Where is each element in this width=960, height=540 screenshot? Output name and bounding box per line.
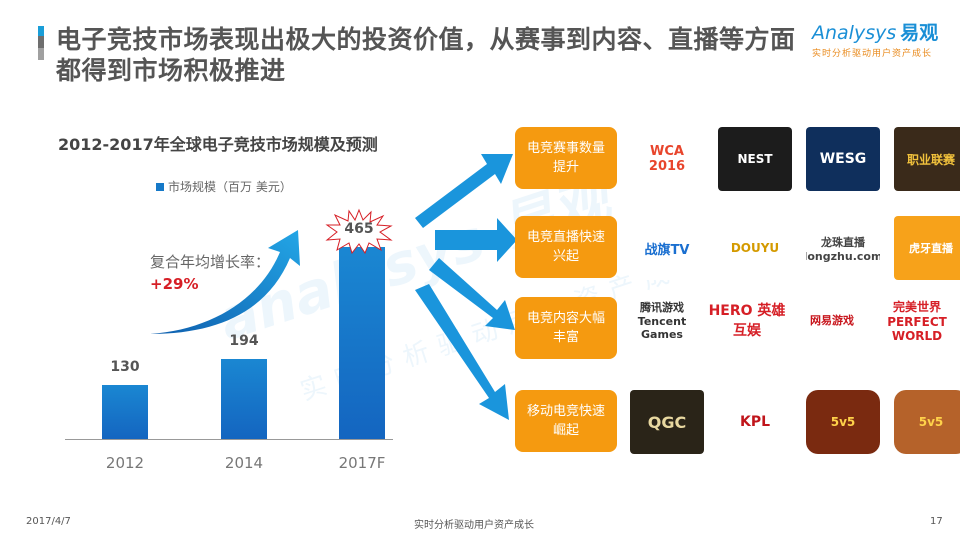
legend-label: 市场规模（百万 美元） xyxy=(168,180,292,194)
bar-2017F xyxy=(339,247,385,439)
fan-arrows xyxy=(415,154,517,420)
arrow-down-right-icon xyxy=(429,258,515,330)
x-axis xyxy=(65,439,393,440)
brand-logo: WESG xyxy=(806,127,880,191)
bar-value: 130 xyxy=(110,359,140,375)
brand-logo: DOUYU xyxy=(718,216,792,280)
legend-swatch xyxy=(156,182,164,191)
brand-logo: 虎牙直播 xyxy=(894,216,960,280)
driver-box: 电竞赛事数量提升 xyxy=(515,127,617,189)
starburst-icon xyxy=(325,208,393,254)
brand-logo: 5v5 xyxy=(894,390,960,454)
cagr-label: 复合年均增长率： xyxy=(150,253,271,271)
growth-arrow-icon xyxy=(150,230,300,334)
driver-box: 电竞直播快速兴起 xyxy=(515,216,617,278)
brand-logo: 战旗TV xyxy=(630,216,704,280)
footer-slogan: 实时分析驱动用户资产成长 xyxy=(414,520,534,531)
title-accent-bar xyxy=(38,26,44,60)
brand-logo: 网易游戏 xyxy=(792,295,872,345)
brand-logo: 职业联赛 xyxy=(894,127,960,191)
x-tick-label: 2017F xyxy=(338,454,386,472)
arrow-up-icon xyxy=(415,154,513,228)
cagr-annotation: 复合年均增长率： +29% xyxy=(150,251,270,295)
brand-logo: 5v5 xyxy=(806,390,880,454)
x-tick-label: 2012 xyxy=(105,454,145,472)
cagr-value: +29% xyxy=(150,275,199,293)
bar-value: 194 xyxy=(229,333,259,349)
brand-logo: KPL xyxy=(718,390,792,454)
brand-logo: HERO 英雄互娱 xyxy=(707,295,787,345)
driver-box: 电竞内容大幅丰富 xyxy=(515,297,617,359)
arrow-right-icon xyxy=(435,218,517,262)
brand-logo: QGC xyxy=(630,390,704,454)
logo-tagline: 实时分析驱动用户资产成长 xyxy=(812,49,933,59)
chart-legend: 市场规模（百万 美元） xyxy=(156,178,292,195)
logo-prefix: A xyxy=(812,22,825,44)
driver-box: 移动电竞快速崛起 xyxy=(515,390,617,452)
x-tick-label: 2014 xyxy=(224,454,264,472)
analysys-logo: Analysys 易观 实时分析驱动用户资产成长 xyxy=(812,18,952,59)
brand-logo: 腾讯游戏 Tencent Games xyxy=(622,295,702,345)
logo-cn: 易观 xyxy=(900,22,939,44)
chart-title: 2012-2017年全球电子竞技市场规模及预测 xyxy=(58,135,378,154)
brand-logo: NEST xyxy=(718,127,792,191)
bar-2012 xyxy=(102,385,148,439)
bar-value-highlight: 465 xyxy=(344,221,374,237)
logo-wordmark: nalysys xyxy=(825,22,897,44)
footer-date: 2017/4/7 xyxy=(26,516,71,527)
page-title: 电子竞技市场表现出极大的投资价值，从赛事到内容、直播等方面都得到市场积极推进 xyxy=(56,25,796,85)
page-number: 17 xyxy=(930,516,943,527)
brand-logo: WCA 2016 xyxy=(630,127,704,191)
arrow-down-icon xyxy=(415,284,509,420)
brand-logo: 完美世界 PERFECT WORLD xyxy=(877,295,957,345)
bar-2014 xyxy=(221,359,267,439)
brand-logo: 龙珠直播 longzhu.com xyxy=(806,216,880,280)
